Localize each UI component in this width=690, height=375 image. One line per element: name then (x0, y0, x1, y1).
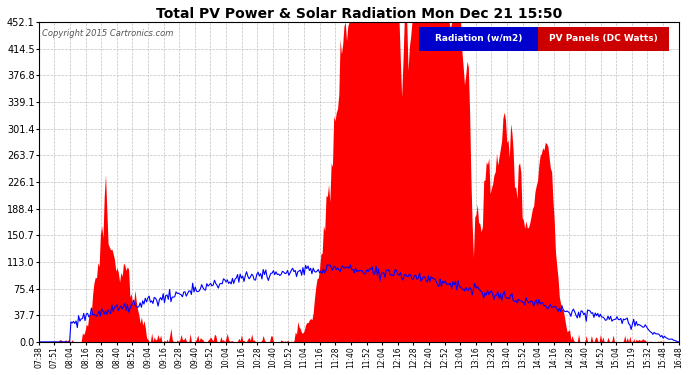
Text: Radiation (w/m2): Radiation (w/m2) (435, 34, 522, 44)
Text: Copyright 2015 Cartronics.com: Copyright 2015 Cartronics.com (42, 28, 173, 38)
Title: Total PV Power & Solar Radiation Mon Dec 21 15:50: Total PV Power & Solar Radiation Mon Dec… (155, 7, 562, 21)
Bar (420, 27, 538, 51)
Text: PV Panels (DC Watts): PV Panels (DC Watts) (549, 34, 658, 44)
Bar (538, 27, 669, 51)
